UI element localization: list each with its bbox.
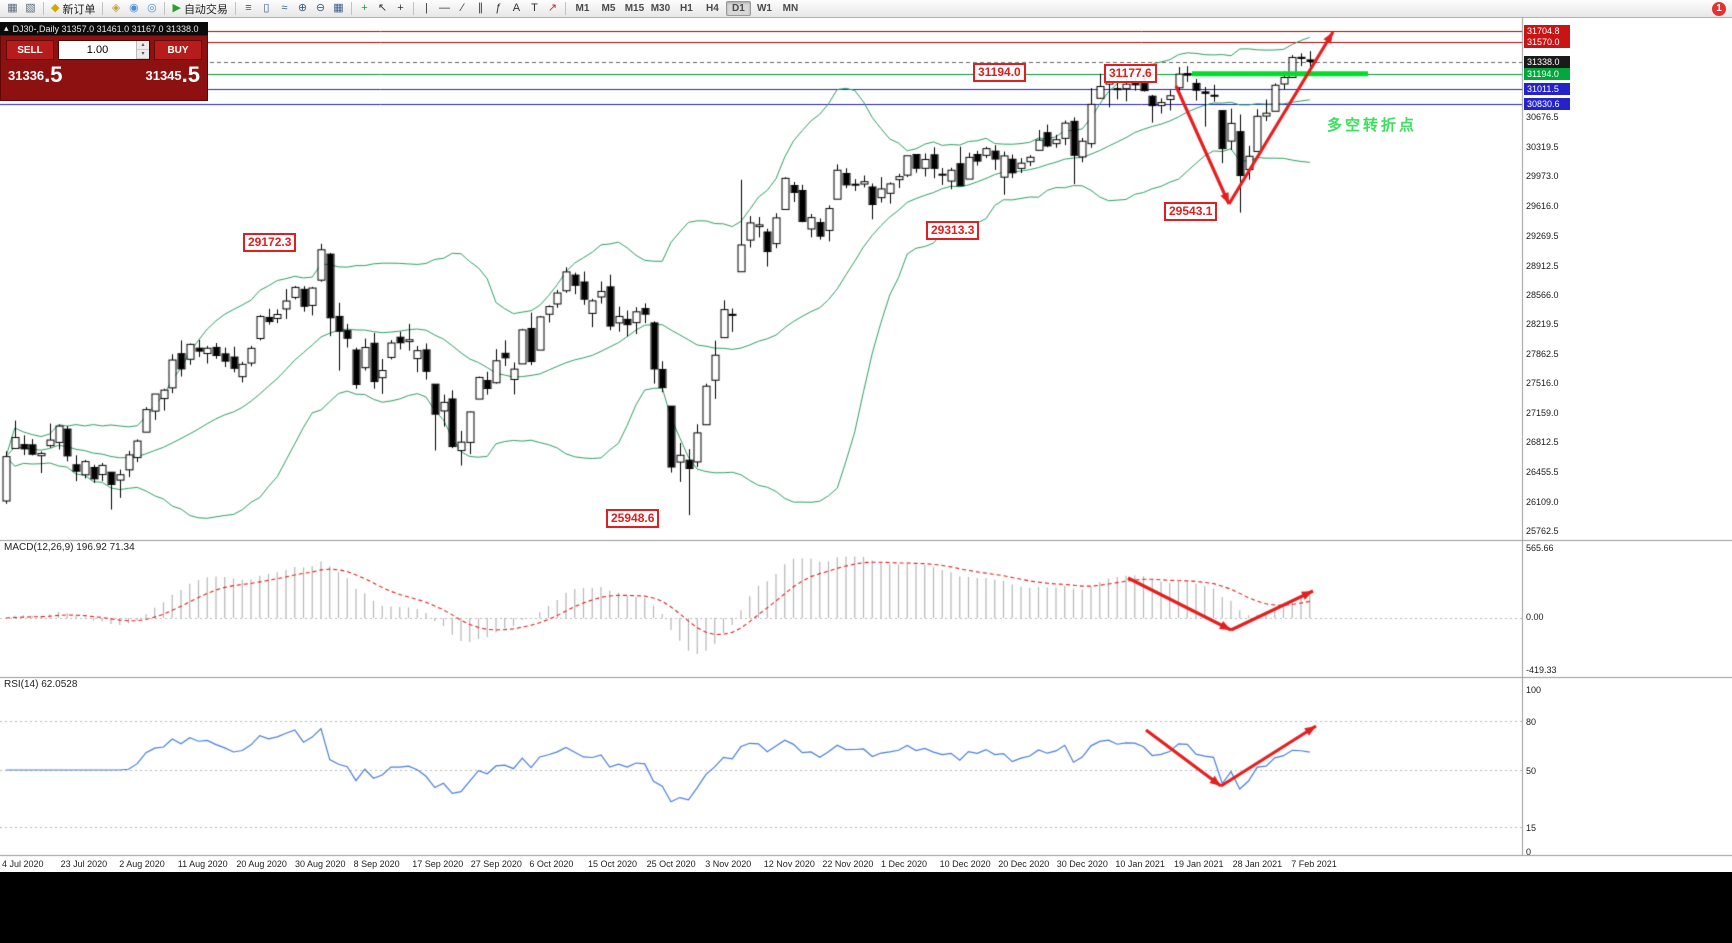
buy-price-display: 31345.5 <box>145 62 200 87</box>
market-icon[interactable]: ◈ <box>107 1 124 17</box>
lot-size-box: ▴ ▾ <box>58 40 150 60</box>
lot-decrease-button[interactable]: ▾ <box>137 50 149 59</box>
arrows-icon[interactable]: ↗ <box>544 1 561 17</box>
indicators-icon: + <box>361 2 368 14</box>
toolbar-separator <box>43 2 44 15</box>
timeframe-m1[interactable]: M1 <box>575 3 590 14</box>
profiles-icon[interactable]: ▧ <box>22 1 39 17</box>
horizontal-line-icon: — <box>438 2 450 14</box>
one-click-trading-panel: SELL ▴ ▾ BUY 31336.5 31345 <box>0 35 208 101</box>
toolbar-separator <box>102 2 104 15</box>
community-icon[interactable]: ◉ <box>125 1 142 17</box>
community-icon: ◉ <box>129 2 139 14</box>
buy-button[interactable]: BUY <box>154 40 202 60</box>
new-chart-icon[interactable]: ▦ <box>4 1 21 17</box>
label-icon: T <box>531 2 538 14</box>
vertical-line-icon: | <box>425 2 428 14</box>
terminal-area <box>0 872 1732 943</box>
price-chart-canvas[interactable] <box>0 18 1732 872</box>
toolbar-separator <box>234 2 236 15</box>
timeframe-w1[interactable]: W1 <box>756 3 772 14</box>
market-icon: ◈ <box>111 2 121 14</box>
line-chart-icon[interactable]: ≈ <box>276 1 293 17</box>
new-order-button-label: 新订单 <box>62 3 96 16</box>
profiles-icon: ▧ <box>25 2 36 14</box>
line-chart-icon: ≈ <box>281 2 288 14</box>
quotes-icon: ◎ <box>147 2 157 14</box>
sell-price-display: 31336.5 <box>8 62 63 87</box>
collapse-panel-icon[interactable]: ▴ <box>4 23 9 33</box>
main-toolbar: ▦ ▧ ◆ 新订单 ◈ ◉ ◎ ▶ 自动交易 ≡ ▯ ≈ ⊕ ⊖ ▦ + ↖ + | — ∕ ∥ ƒ A T ↗ M1 M5 M15 M3… <box>0 0 1732 18</box>
trendline-icon: ∕ <box>461 2 464 14</box>
crosshair-icon: + <box>397 2 404 14</box>
symbol-header: ▴ DJ30-,Daily 31357.0 31461.0 31167.0 31… <box>0 22 208 35</box>
tile-windows-icon[interactable]: ▦ <box>330 1 347 17</box>
crosshair-icon[interactable]: + <box>392 1 409 17</box>
timeframe-m30[interactable]: M30 <box>650 3 671 14</box>
lot-spinner: ▴ ▾ <box>136 41 149 59</box>
tile-windows-icon: ▦ <box>333 2 344 14</box>
bar-chart-icon: ≡ <box>245 2 252 14</box>
autotrading-button-label: 自动交易 <box>183 3 228 16</box>
toolbar-separator <box>350 2 352 15</box>
bar-chart-icon[interactable]: ≡ <box>240 1 257 17</box>
candlestick-chart-icon[interactable]: ▯ <box>258 1 275 17</box>
autotrading-icon: ▶ <box>172 2 181 14</box>
timeframe-m5[interactable]: M5 <box>601 3 616 14</box>
lot-size-input[interactable] <box>59 41 136 59</box>
toolbar-separator <box>564 2 566 15</box>
label-icon[interactable]: T <box>526 1 543 17</box>
notification-badge[interactable]: 1 <box>1712 1 1726 16</box>
fibonacci-icon[interactable]: ƒ <box>490 1 507 17</box>
candlestick-chart-icon: ▯ <box>263 2 270 14</box>
timeframe-d1[interactable]: D1 <box>725 1 751 16</box>
new-order-button[interactable]: ◆ 新订单 <box>48 1 98 17</box>
zoom-out-icon[interactable]: ⊖ <box>312 1 329 17</box>
timeframe-mn[interactable]: MN <box>782 3 799 14</box>
toolbar-separator <box>412 2 414 15</box>
zoom-out-icon: ⊖ <box>315 2 326 14</box>
timeframe-m15[interactable]: M15 <box>624 3 645 14</box>
autotrading-button[interactable]: ▶ 自动交易 <box>169 1 230 17</box>
new-order-icon: ◆ <box>51 2 60 14</box>
horizontal-line-icon[interactable]: — <box>436 1 453 17</box>
quotes-icon[interactable]: ◎ <box>143 1 160 17</box>
sell-button[interactable]: SELL <box>6 40 54 60</box>
chart-window: ▴ DJ30-,Daily 31357.0 31461.0 31167.0 31… <box>0 18 1732 872</box>
text-icon[interactable]: A <box>508 1 525 17</box>
fibonacci-icon: ƒ <box>495 2 502 14</box>
zoom-in-icon: ⊕ <box>297 2 308 14</box>
channel-icon[interactable]: ∥ <box>472 1 489 17</box>
symbol-ohlc-text: DJ30-,Daily 31357.0 31461.0 31167.0 3133… <box>12 23 199 34</box>
indicators-icon[interactable]: + <box>356 1 373 17</box>
zoom-in-icon[interactable]: ⊕ <box>294 1 311 17</box>
new-chart-icon: ▦ <box>7 2 18 14</box>
lot-increase-button[interactable]: ▴ <box>137 41 149 50</box>
cursor-icon: ↖ <box>377 2 388 14</box>
toolbar-separator <box>164 2 166 15</box>
cursor-icon[interactable]: ↖ <box>374 1 391 17</box>
timeframe-h4[interactable]: H4 <box>706 3 719 14</box>
trendline-icon[interactable]: ∕ <box>454 1 471 17</box>
vertical-line-icon[interactable]: | <box>418 1 435 17</box>
arrows-icon: ↗ <box>547 2 558 14</box>
text-icon: A <box>512 2 521 14</box>
channel-icon: ∥ <box>477 2 484 14</box>
timeframe-h1[interactable]: H1 <box>680 3 693 14</box>
